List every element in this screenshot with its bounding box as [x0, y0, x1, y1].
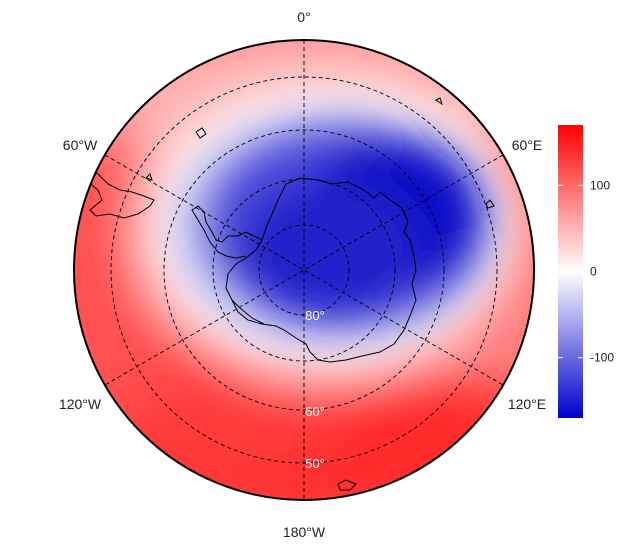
islands: [337, 479, 357, 491]
lon-label-upper-right: 60°E: [512, 137, 543, 153]
south-america-coastline: [74, 159, 155, 219]
lon-label-lower-right: 120°E: [508, 396, 546, 412]
ice-shelf-edge: [231, 299, 265, 325]
lon-label-upper-left: 60°W: [63, 137, 98, 153]
colorbar-tick-label: 100: [590, 178, 610, 192]
colorbar-tick-label: 0: [590, 265, 597, 279]
colorbar-ticks: 100 0 -100: [558, 178, 614, 365]
lat-circle-60: [163, 129, 445, 411]
lat-label-50: 50°: [305, 456, 325, 471]
map-boundary: [73, 39, 535, 501]
colorbar-tick-label: -100: [590, 351, 614, 365]
lat-circle-70: [212, 178, 396, 362]
field-layer: [74, 40, 534, 500]
graticule: [104, 40, 504, 500]
lon-label-top: 0°: [297, 9, 310, 25]
lon-label-lower-left: 120°W: [59, 396, 102, 412]
lon-label-bottom: 180°W: [283, 524, 326, 540]
coastlines: [74, 97, 495, 491]
antarctica-coastline: [225, 177, 417, 363]
colorbar: 100 0 -100: [558, 125, 614, 418]
lat-label-60: 60°: [305, 404, 325, 419]
lat-label-80: 80°: [305, 308, 325, 323]
